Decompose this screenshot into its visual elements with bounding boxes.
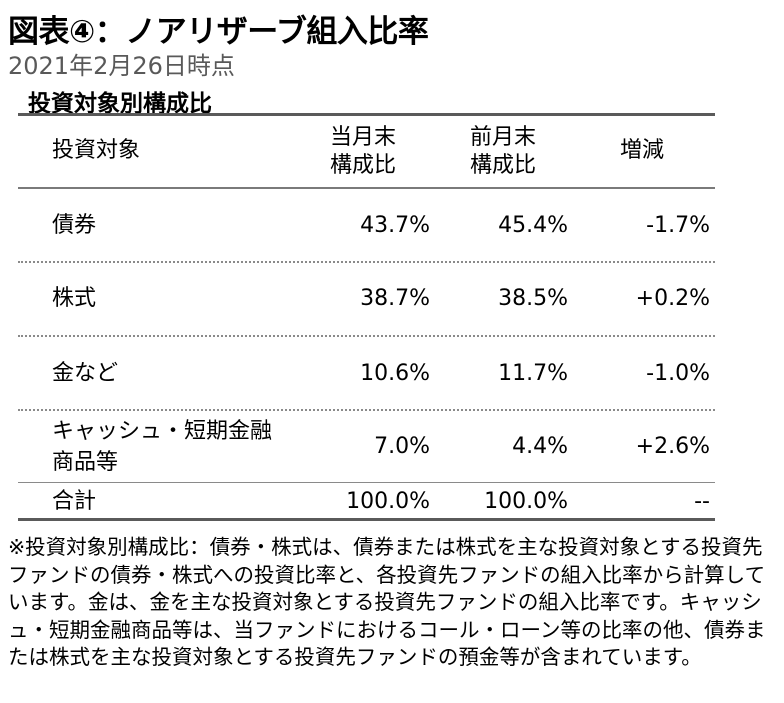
asset-name: 金など (52, 361, 119, 386)
current-ratio: 10.6% (360, 361, 430, 386)
table-top-rule (18, 113, 715, 116)
total-previous: 100.0% (484, 489, 568, 514)
section-heading: 投資対象別構成比 (28, 91, 212, 117)
row-divider (18, 261, 715, 263)
total-change: -- (694, 489, 710, 514)
change-value: +2.6% (635, 434, 710, 459)
total-current: 100.0% (346, 489, 430, 514)
header-rule (18, 187, 715, 189)
figure-title: 図表④：ノアリザーブ組入比率 (8, 14, 429, 50)
change-value: +0.2% (635, 286, 710, 311)
column-header-current-line1: 当月末 (330, 125, 397, 150)
current-ratio: 7.0% (374, 434, 430, 459)
previous-ratio: 38.5% (498, 286, 568, 311)
column-header-current-line2: 構成比 (330, 153, 397, 178)
footnote: ※投資対象別構成比：債券・株式は、債券または株式を主な投資対象とする投資先ファン… (8, 535, 766, 669)
as-of-date: 2021年2月26日時点 (8, 52, 235, 80)
row-divider (18, 335, 715, 337)
row-divider (18, 409, 715, 411)
column-header-asset: 投資対象 (52, 138, 141, 163)
previous-ratio: 11.7% (498, 361, 568, 386)
change-value: -1.0% (646, 361, 710, 386)
previous-ratio: 4.4% (512, 434, 568, 459)
asset-name: 株式 (52, 286, 97, 311)
total-divider (18, 482, 715, 483)
column-header-change: 増減 (620, 138, 665, 163)
asset-name-line1: キャッシュ・短期金融 (52, 419, 273, 444)
asset-name: 債券 (52, 213, 97, 238)
table-bottom-rule (18, 518, 715, 521)
column-header-previous-line2: 構成比 (470, 153, 537, 178)
current-ratio: 43.7% (360, 213, 430, 238)
previous-ratio: 45.4% (498, 213, 568, 238)
change-value: -1.7% (646, 213, 710, 238)
asset-name-line2: 商品等 (52, 450, 119, 475)
current-ratio: 38.7% (360, 286, 430, 311)
total-label: 合計 (52, 489, 97, 514)
column-header-previous-line1: 前月末 (470, 125, 537, 150)
